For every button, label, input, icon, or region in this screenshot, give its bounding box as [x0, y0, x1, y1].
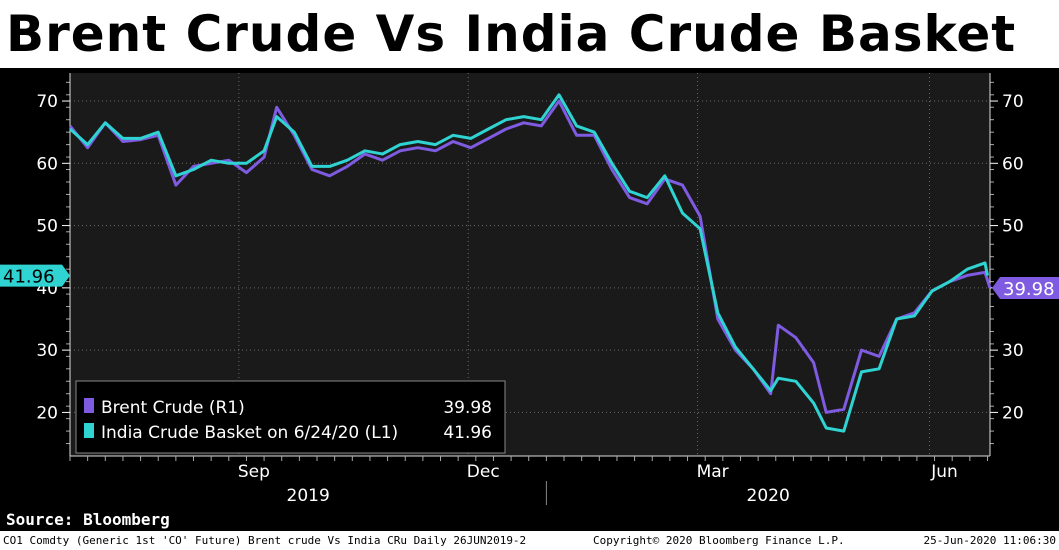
legend-label-india: India Crude Basket on 6/24/20 (L1): [101, 423, 398, 443]
chart-area: 203040506070203040506070SepDecMarJun2019…: [0, 73, 1059, 506]
legend: Brent Crude (R1) 39.98 India Crude Baske…: [75, 380, 506, 454]
left-y-tick-label-30: 30: [36, 341, 58, 361]
legend-value-india: 41.96: [443, 423, 492, 443]
brent-last-value-tag: [992, 276, 1059, 299]
footer-bar: CO1 Comdty (Generic 1st 'CO' Future) Bre…: [0, 531, 1059, 550]
last-value-tags: 39.98 41.96: [0, 264, 1059, 300]
left-y-tick-label-20: 20: [36, 403, 58, 423]
right-y-tick-label-60: 60: [1002, 154, 1024, 174]
footer-timestamp: 25-Jun-2020 11:06:30: [923, 534, 1056, 547]
legend-swatch-india: [84, 423, 94, 438]
left-y-tick-label-60: 60: [36, 154, 58, 174]
left-y-tick-label-50: 50: [36, 217, 58, 237]
x-tick-label-sep: Sep: [238, 462, 270, 482]
year-label-2019: 2019: [287, 486, 330, 506]
right-y-tick-label-20: 20: [1002, 403, 1024, 423]
series-lines: [68, 93, 992, 433]
legend-swatch-brent: [84, 398, 94, 413]
series-line-brent: [68, 99, 992, 414]
right-y-tick-label-70: 70: [1002, 92, 1024, 112]
x-tick-label-dec: Dec: [467, 462, 500, 482]
india-last-value-text: 41.96: [3, 267, 55, 288]
x-tick-label-mar: Mar: [697, 462, 729, 482]
left-y-tick-label-70: 70: [36, 92, 58, 112]
right-y-tick-label-30: 30: [1002, 341, 1024, 361]
footer-ticker-info: CO1 Comdty (Generic 1st 'CO' Future) Bre…: [3, 534, 527, 547]
india-last-value-tag: [0, 264, 70, 287]
chart-title: Brent Crude Vs India Crude Basket: [0, 0, 1059, 68]
right-y-tick-label-50: 50: [1002, 217, 1024, 237]
series-line-india: [69, 93, 989, 433]
x-tick-label-jun: Jun: [930, 462, 958, 482]
grid-lines: [70, 73, 990, 456]
legend-label-brent: Brent Crude (R1): [101, 398, 245, 418]
year-label-2020: 2020: [747, 486, 790, 506]
legend-value-brent: 39.98: [443, 398, 492, 418]
source-note: Source: Bloomberg: [6, 510, 170, 529]
footer-copyright: Copyright© 2020 Bloomberg Finance L.P.: [593, 534, 845, 547]
legend-box: [75, 380, 506, 454]
brent-last-value-text: 39.98: [1003, 279, 1055, 300]
